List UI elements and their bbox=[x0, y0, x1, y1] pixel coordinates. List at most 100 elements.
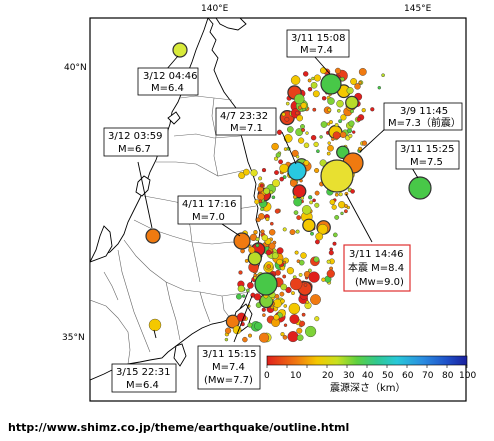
epicenter-marker bbox=[296, 259, 301, 264]
svg-text:3/11 15:15: 3/11 15:15 bbox=[202, 349, 256, 360]
epicenter-marker bbox=[269, 229, 276, 236]
epicenter-3-11-1515 bbox=[254, 272, 278, 296]
epicenter-marker bbox=[280, 332, 285, 337]
epicenter-marker bbox=[329, 199, 336, 205]
epicenter-marker bbox=[298, 272, 303, 277]
epicenter-marker bbox=[345, 95, 359, 110]
epicenter-marker bbox=[254, 199, 260, 205]
epicenter-marker bbox=[268, 242, 276, 250]
annotation-box-a6: 3/11 15:25 M=7.5 bbox=[395, 140, 460, 170]
epicenter-marker bbox=[296, 327, 303, 334]
epicenter-marker bbox=[300, 252, 307, 259]
svg-text:M=6.7: M=6.7 bbox=[118, 144, 151, 155]
epicenter-marker bbox=[312, 198, 316, 203]
epicenter-marker bbox=[361, 140, 368, 146]
epicenter-marker bbox=[269, 190, 274, 195]
epicenter-marker bbox=[338, 192, 343, 197]
epicenter-marker bbox=[282, 175, 287, 180]
epicenter-marker bbox=[258, 176, 263, 181]
epicenter-3-12-0446 bbox=[172, 42, 188, 58]
epicenter-marker bbox=[250, 169, 258, 177]
epicenter-marker bbox=[265, 217, 270, 222]
epicenter-marker bbox=[326, 269, 335, 278]
epicenter-marker bbox=[258, 213, 265, 220]
epicenter-marker bbox=[340, 211, 344, 216]
epicenter-marker bbox=[274, 269, 281, 276]
epicenter-marker bbox=[225, 314, 240, 329]
epicenter-marker bbox=[320, 121, 328, 128]
lat-label-40: 40°N bbox=[64, 63, 87, 73]
epicenter-marker bbox=[274, 156, 279, 161]
epicenter-marker bbox=[280, 283, 288, 291]
epicenter-marker bbox=[338, 119, 342, 124]
epicenter-marker bbox=[291, 149, 299, 157]
epicenter-marker bbox=[314, 190, 320, 196]
epicenter-marker bbox=[282, 227, 287, 232]
epicenter-marker bbox=[261, 234, 268, 242]
epicenter-marker bbox=[305, 131, 309, 135]
epicenter-marker bbox=[263, 187, 270, 195]
epicenter-marker bbox=[358, 68, 367, 76]
epicenter-marker bbox=[292, 184, 307, 199]
epicenter-marker bbox=[348, 120, 355, 127]
epicenter-marker bbox=[314, 202, 320, 208]
epicenter-marker bbox=[276, 247, 284, 255]
oga-peninsula bbox=[167, 111, 181, 125]
epicenter-marker bbox=[300, 196, 305, 200]
epicenter-marker bbox=[308, 271, 320, 283]
colorbar-tick-60: 60 bbox=[402, 371, 414, 381]
epicenter-marker bbox=[299, 320, 306, 327]
epicenter-marker bbox=[295, 154, 300, 159]
epicenter-marker bbox=[319, 159, 327, 167]
epicenter-marker bbox=[300, 102, 307, 109]
annotation-box-a8: 3/11 14:46 本震 M=8.4 (Mw=9.0) bbox=[343, 244, 411, 292]
epicenter-3-12-0359 bbox=[145, 228, 161, 244]
epicenter-marker bbox=[340, 76, 345, 82]
epicenter-marker bbox=[286, 267, 295, 275]
svg-text:M=7.4: M=7.4 bbox=[212, 362, 245, 373]
epicenter-marker bbox=[302, 218, 316, 232]
epicenter-marker bbox=[356, 117, 362, 122]
epicenter-marker bbox=[291, 291, 295, 295]
epicenter-marker bbox=[247, 322, 253, 328]
lat-label-35: 35°N bbox=[62, 333, 85, 343]
svg-text:M=7.4: M=7.4 bbox=[300, 45, 333, 56]
epicenter-marker bbox=[238, 270, 243, 275]
epicenter-marker bbox=[352, 130, 356, 134]
epicenter-marker bbox=[310, 294, 321, 305]
svg-text:M=6.4: M=6.4 bbox=[126, 380, 159, 391]
epicenter-marker bbox=[295, 110, 300, 116]
colorbar-tick-40: 40 bbox=[362, 371, 374, 381]
epicenter-marker bbox=[247, 282, 254, 289]
epicenter-mainshock bbox=[320, 159, 354, 193]
colorbar-tick-0: 0 bbox=[264, 371, 270, 381]
lon-label-140: 140°E bbox=[201, 4, 229, 14]
epicenter-marker bbox=[238, 171, 246, 179]
epicenter-marker bbox=[294, 250, 299, 255]
epicenter-marker bbox=[272, 179, 280, 188]
annotation-box-a9: 3/15 22:31 M=6.4 bbox=[111, 363, 177, 393]
colorbar-ticks bbox=[266, 365, 468, 368]
epicenter-marker bbox=[255, 243, 260, 248]
epicenter-marker bbox=[255, 237, 260, 242]
epicenter-marker bbox=[312, 107, 317, 112]
annotation-box-a5: 3/12 03:59 M=6.7 bbox=[103, 127, 169, 157]
epicenter-marker bbox=[287, 331, 299, 343]
epicenter-marker bbox=[381, 73, 385, 77]
epicenter-marker bbox=[253, 293, 262, 301]
colorbar-tick-10: 10 bbox=[290, 371, 302, 381]
epicenter-marker bbox=[310, 82, 318, 89]
epicenter-marker bbox=[309, 200, 313, 205]
epicenter-marker bbox=[271, 142, 279, 151]
epicenter-marker bbox=[266, 264, 271, 269]
epicenter-marker bbox=[242, 336, 248, 343]
epicenter-marker bbox=[258, 199, 263, 204]
epicenter-marker bbox=[293, 210, 299, 215]
colorbar-tick-20: 20 bbox=[322, 371, 334, 381]
epicenter-marker bbox=[332, 232, 338, 238]
epicenter-marker bbox=[326, 259, 331, 264]
svg-text:M=7.1: M=7.1 bbox=[230, 123, 263, 134]
epicenter-marker bbox=[303, 142, 310, 149]
epicenter-marker bbox=[310, 134, 317, 141]
epicenter-marker bbox=[310, 231, 314, 236]
